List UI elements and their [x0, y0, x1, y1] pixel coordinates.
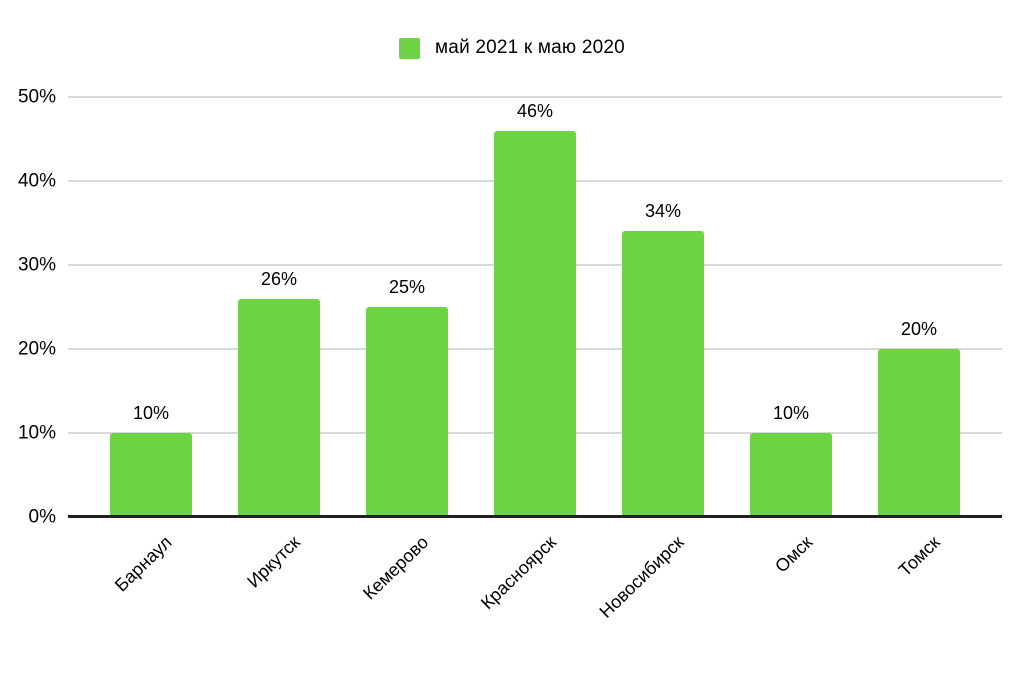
bar-value-label: 46%: [516, 100, 554, 121]
x-label-slot: Новосибирск: [595, 517, 727, 657]
x-axis-label: Барнаул: [111, 532, 176, 596]
bar-slot: 10%: [87, 97, 215, 517]
y-axis-labels: 0% 10% 20% 30% 40% 50%: [0, 88, 56, 527]
gridline: [68, 96, 1002, 98]
x-axis-label: Иркутск: [243, 532, 304, 592]
bar-value-label: 25%: [388, 277, 426, 297]
bar: [878, 349, 960, 517]
x-axis-label: Красноярск: [476, 532, 560, 614]
bars-container: 10% 26% 25% 46% 34% 10% 20%: [68, 97, 1002, 517]
y-tick-label: 30%: [17, 254, 56, 276]
bar-value-label: 20%: [900, 319, 938, 339]
legend-label: май 2021 к маю 2020: [435, 37, 625, 58]
bar-value-label: 26%: [260, 268, 298, 289]
x-axis-label: Омск: [770, 532, 816, 577]
bar: [750, 433, 832, 517]
plot-area: 10% 26% 25% 46% 34% 10% 20% Барнаул Иркутск Кеме…: [68, 96, 1002, 622]
x-axis-label: Кемерово: [358, 532, 432, 604]
x-label-slot: Томск: [855, 517, 983, 657]
x-label-slot: Омск: [727, 517, 855, 657]
bar-slot: 10%: [727, 97, 855, 517]
x-label-slot: Иркутск: [215, 517, 343, 657]
y-tick-label: 0%: [28, 506, 56, 528]
bar-slot: 26%: [215, 97, 343, 517]
bar-value-label: 10%: [772, 403, 810, 423]
bar-slot: 46%: [471, 97, 599, 517]
legend-swatch-icon: [399, 37, 421, 59]
bar-value-label: 10%: [132, 403, 170, 423]
bar-slot: 25%: [343, 97, 471, 517]
y-tick-label: 50%: [17, 86, 56, 108]
x-label-slot: Кемерово: [343, 517, 471, 657]
bar-value-label: 34%: [644, 201, 682, 222]
x-axis-label: Томск: [894, 532, 944, 581]
y-tick-label: 10%: [17, 422, 56, 444]
bar: [110, 433, 192, 517]
bar: [366, 307, 448, 517]
x-axis-labels: Барнаул Иркутск Кемерово Красноярск Новосиби…: [68, 517, 1002, 657]
bar-slot: 34%: [599, 97, 727, 517]
y-tick-label: 40%: [17, 170, 56, 192]
bar: [622, 231, 704, 517]
x-label-slot: Барнаул: [87, 517, 215, 657]
x-axis-line: [68, 515, 1002, 518]
x-label-slot: Красноярск: [471, 517, 599, 657]
y-tick-label: 20%: [17, 338, 56, 360]
x-axis-label: Новосибирск: [595, 532, 688, 622]
chart-legend: май 2021 к маю 2020: [0, 36, 1024, 60]
bar-slot: 20%: [855, 97, 983, 517]
bar: [238, 298, 320, 517]
bar: [494, 130, 576, 517]
